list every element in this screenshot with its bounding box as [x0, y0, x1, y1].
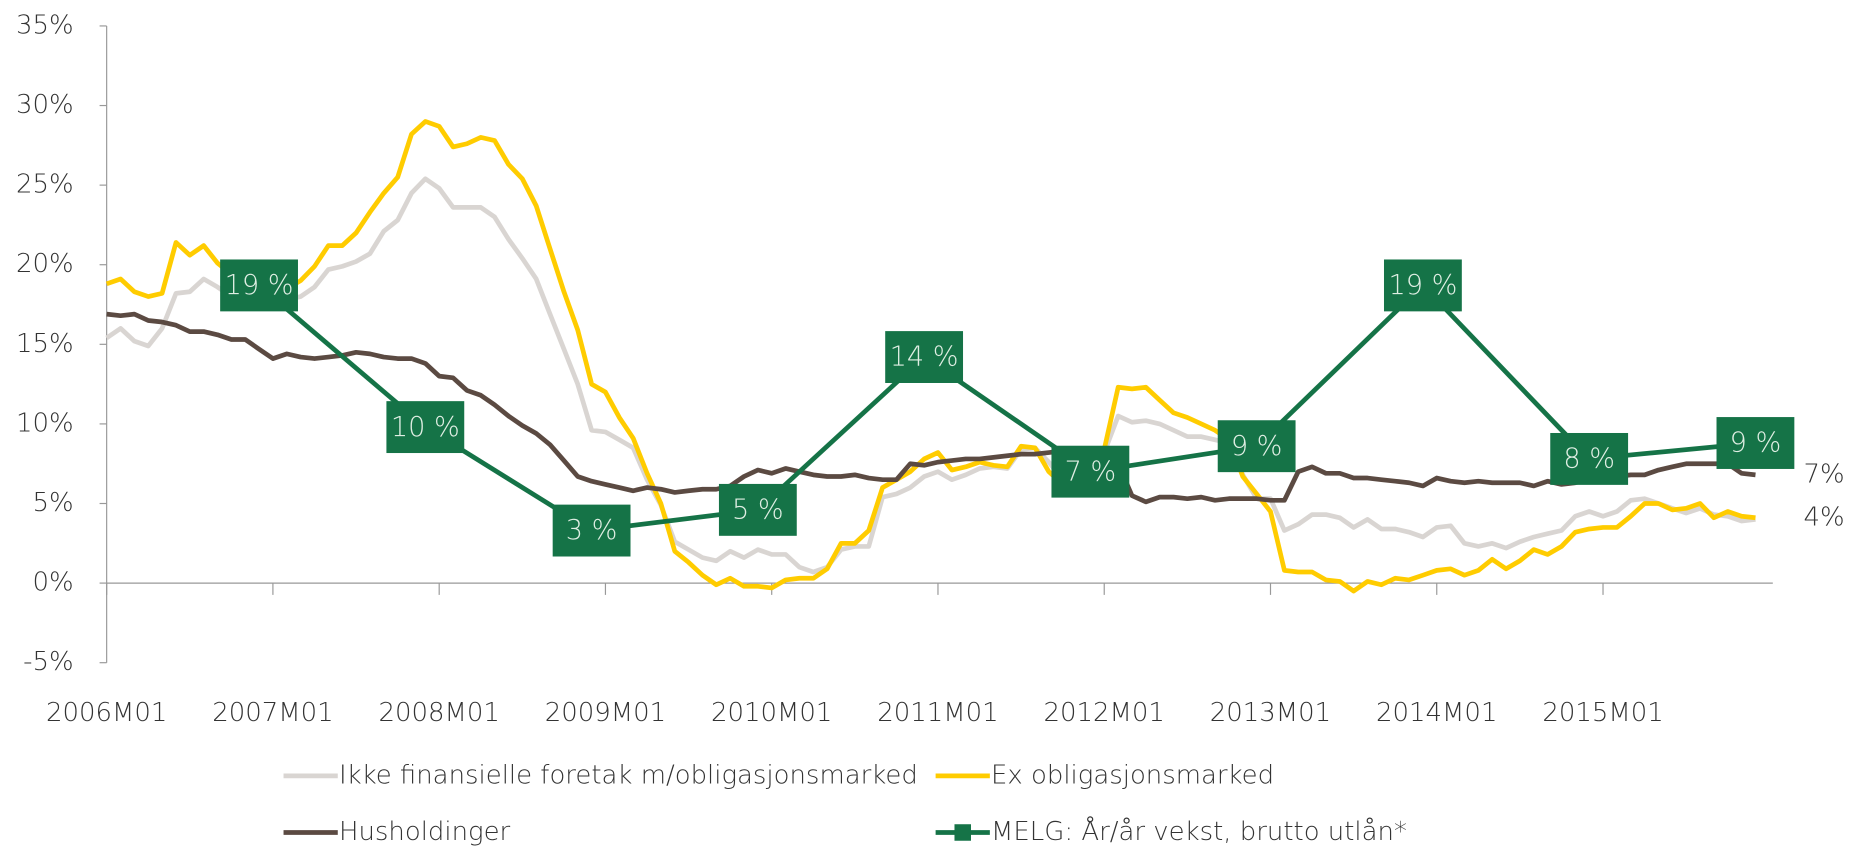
melg-box	[1217, 420, 1296, 473]
series-line	[105, 119, 1756, 594]
data-label: 10 %	[391, 412, 460, 443]
y-tick-label: 35%	[16, 10, 74, 40]
melg-connector	[1255, 283, 1425, 448]
data-label: 7 %	[1065, 456, 1117, 487]
y-tick-label: 25%	[16, 170, 74, 200]
data-label: 14 %	[890, 342, 959, 373]
melg-connector	[1421, 283, 1591, 461]
data-label: 9 %	[1231, 431, 1283, 462]
y-tick-label: 15%	[16, 329, 74, 359]
data-label: 19 %	[225, 270, 294, 301]
melg-box	[1550, 432, 1629, 485]
x-tick-label: 2007M01	[212, 698, 333, 728]
melg-box	[1716, 417, 1795, 469]
melg-box	[885, 331, 964, 383]
y-tick-label: 5%	[32, 488, 73, 518]
melg-box	[1383, 259, 1462, 312]
legend-marker	[954, 824, 971, 841]
x-tick-label: 2006M01	[46, 698, 167, 728]
data-label: 5 %	[732, 495, 784, 526]
x-tick-label: 2009M01	[545, 698, 666, 728]
data-label: 19 %	[1388, 270, 1457, 301]
x-tick-label: 2015M01	[1542, 698, 1663, 728]
legend-label: MELG: År/år vekst, brutto utlån*	[991, 814, 1407, 847]
legend-label: Husholdinger	[339, 817, 511, 847]
series-line	[105, 176, 1756, 575]
y-tick-label: 0%	[32, 568, 73, 598]
y-tick-label: 10%	[16, 408, 74, 438]
x-tick-label: 2010M01	[711, 698, 832, 728]
x-tick-label: 2008M01	[378, 698, 499, 728]
data-label: 8 %	[1563, 444, 1615, 475]
x-tick-label: 2014M01	[1376, 698, 1497, 728]
melg-box	[386, 401, 465, 454]
x-tick-label: 2012M01	[1044, 698, 1165, 728]
series-line	[106, 311, 1756, 505]
y-tick-label: -5%	[23, 647, 74, 677]
legend-label: Ex obligasjonsmarked	[991, 760, 1274, 790]
y-tick-label: 30%	[16, 90, 74, 120]
melg-box	[220, 259, 298, 312]
legend-label: Ikke finansielle foretak m/obligasjonsma…	[339, 760, 918, 790]
y-tick-label: 20%	[16, 249, 74, 279]
x-tick-label: 2013M01	[1210, 698, 1331, 728]
melg-box	[1051, 445, 1130, 498]
x-tick-label: 2011M01	[877, 698, 998, 728]
melg-box	[552, 504, 631, 557]
end-label: 7%	[1803, 459, 1844, 489]
data-label: 9 %	[1730, 428, 1782, 459]
melg-box	[718, 483, 797, 536]
data-label: 3 %	[566, 515, 618, 546]
end-label: 4%	[1803, 502, 1844, 532]
